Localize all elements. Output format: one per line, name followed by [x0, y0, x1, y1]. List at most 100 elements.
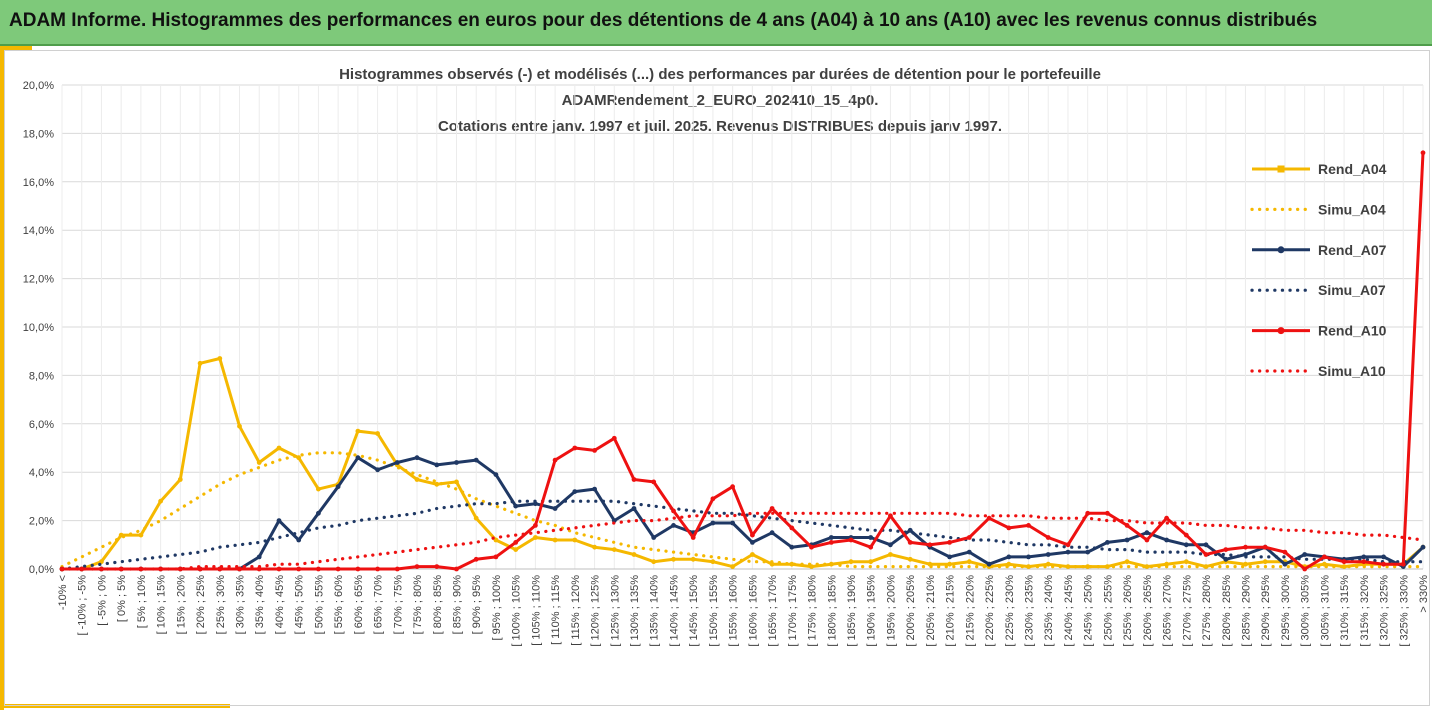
data-point-rend-a10 — [375, 566, 380, 572]
chart-title-line-3: Cotations entre janv. 1997 et juil. 2025… — [438, 118, 1002, 135]
data-point-rend-a10 — [710, 496, 716, 502]
data-point-rend-a04 — [966, 559, 972, 565]
x-tick-label: [ -10% ; -5% — [77, 575, 89, 636]
data-point-rend-a04 — [572, 537, 578, 543]
data-point-rend-a04 — [671, 556, 676, 562]
data-point-rend-a10 — [789, 525, 795, 531]
data-point-rend-a10 — [927, 542, 933, 548]
y-axis: 0,0% 2,0% 4,0% 6,0% 8,0% 10,0% 12,0% 14,0% 16,0%… — [23, 80, 54, 576]
x-tick-label: [ 230% ; 235% — [1024, 575, 1036, 647]
data-point-rend-a10 — [434, 564, 440, 569]
data-point-rend-a04 — [1164, 561, 1169, 567]
data-point-rend-a07 — [651, 535, 657, 540]
x-tick-label: [ 280% ; 285% — [1221, 575, 1233, 647]
x-tick-label: [ 235% ; 240% — [1043, 575, 1055, 647]
data-point-rend-a07 — [1144, 530, 1150, 536]
data-point-rend-a07 — [375, 467, 380, 473]
x-tick-label: [ 325% ; 330% — [1398, 575, 1410, 647]
x-tick-label: [ 175% ; 180% — [807, 575, 819, 647]
data-point-rend-a10 — [1420, 150, 1426, 156]
x-tick-label: [ 85% ; 90% — [451, 575, 463, 635]
data-point-rend-a04 — [375, 431, 380, 436]
x-tick-label: [ 170% ; 175% — [787, 575, 799, 647]
data-point-rend-a07 — [947, 554, 952, 560]
y-tick-label: 16,0% — [23, 177, 54, 189]
data-point-rend-a10 — [730, 484, 735, 490]
data-point-rend-a10 — [1322, 554, 1327, 560]
data-point-rend-a10 — [1361, 559, 1367, 565]
data-point-rend-a10 — [651, 479, 657, 485]
legend-label: Simu_A10 — [1318, 363, 1386, 379]
x-axis: -10% < [ -10% ; -5% [ -5% ; 0% [ 0% ; 5% [ 5… — [57, 568, 1430, 647]
x-tick-label: [ 180% ; 185% — [826, 575, 838, 647]
data-point-rend-a07 — [473, 457, 479, 463]
x-tick-label: [ 140% ; 145% — [668, 575, 680, 647]
data-point-rend-a10 — [1302, 566, 1308, 572]
data-point-rend-a10 — [947, 540, 952, 545]
legend-item-rend-a10: Rend_A10 — [1252, 323, 1387, 339]
data-point-rend-a10 — [1065, 542, 1071, 548]
data-point-rend-a04 — [710, 559, 716, 565]
x-tick-label: [ 15% ; 20% — [175, 575, 187, 635]
x-tick-label: [ 40% ; 45% — [274, 575, 286, 635]
x-tick-label: [ 35% ; 40% — [254, 575, 266, 635]
data-point-rend-a10 — [355, 566, 361, 572]
x-tick-label: [ 160% ; 165% — [747, 575, 759, 647]
x-tick-label: [ 290% ; 295% — [1260, 575, 1272, 647]
legend-label: Rend_A10 — [1318, 323, 1387, 339]
data-point-rend-a04 — [276, 445, 282, 451]
data-point-rend-a10 — [316, 566, 321, 572]
data-point-rend-a07 — [394, 460, 400, 465]
data-point-rend-a04 — [158, 498, 164, 504]
data-point-rend-a07 — [1361, 554, 1367, 560]
series-line-rend-a10 — [62, 152, 1425, 571]
x-tick-label: [ 210% ; 215% — [945, 575, 957, 647]
data-point-rend-a07 — [1026, 554, 1031, 560]
y-tick-label: 18,0% — [23, 128, 54, 140]
data-point-rend-a10 — [276, 566, 282, 572]
legend-item-rend-a07: Rend_A07 — [1252, 242, 1387, 258]
x-tick-label: [ 245% ; 250% — [1083, 575, 1095, 647]
data-point-rend-a10 — [1223, 547, 1229, 552]
data-point-rend-a10 — [335, 566, 341, 572]
x-tick-label: [ 75% ; 80% — [412, 575, 424, 635]
data-point-rend-a10 — [828, 540, 834, 545]
data-point-rend-a07 — [1124, 537, 1130, 543]
x-tick-label: [ 80% ; 85% — [432, 575, 444, 635]
legend-label: Simu_A07 — [1318, 282, 1386, 298]
chart-title-line-1: Histogrammes observés (-) et modélisés (… — [339, 66, 1101, 83]
data-point-rend-a10 — [750, 532, 755, 538]
data-point-rend-a04 — [750, 552, 755, 557]
data-point-rend-a07 — [1302, 552, 1308, 557]
data-point-rend-a10 — [671, 508, 676, 514]
data-point-rend-a07 — [986, 561, 992, 567]
x-tick-label: [ 0% ; 5% — [116, 575, 128, 622]
data-point-rend-a04 — [1341, 564, 1347, 569]
decorative-accent-left — [0, 46, 4, 710]
data-point-rend-a07 — [1045, 552, 1051, 557]
x-tick-label: [ 205% ; 210% — [925, 575, 937, 647]
x-tick-label: [ 295% ; 300% — [1280, 575, 1292, 647]
x-tick-label: [ 55% ; 60% — [333, 575, 345, 635]
data-point-rend-a07 — [789, 544, 795, 550]
data-point-rend-a10 — [1085, 510, 1091, 516]
data-point-rend-a07 — [828, 535, 834, 540]
x-tick-label: [ 125% ; 130% — [609, 575, 621, 647]
legend-marker — [1277, 327, 1285, 335]
data-point-rend-a07 — [710, 520, 716, 526]
data-point-rend-a04 — [316, 486, 321, 492]
x-tick-label: [ 120% ; 125% — [590, 575, 602, 647]
data-point-rend-a04 — [1124, 559, 1130, 565]
gridlines — [61, 84, 1424, 570]
decorative-accent-bottom — [0, 704, 230, 708]
series-line-simu-a10 — [60, 511, 1425, 571]
data-point-rend-a07 — [316, 510, 321, 516]
x-tick-label: [ 310% ; 315% — [1339, 575, 1351, 647]
data-point-rend-a10 — [592, 448, 597, 453]
data-point-rend-a10 — [868, 544, 874, 550]
legend-label: Rend_A04 — [1318, 161, 1387, 177]
x-tick-label: > 330% — [1418, 575, 1430, 613]
x-tick-label: [ 115% ; 120% — [570, 575, 582, 646]
x-tick-label: [ 190% ; 195% — [866, 575, 878, 647]
